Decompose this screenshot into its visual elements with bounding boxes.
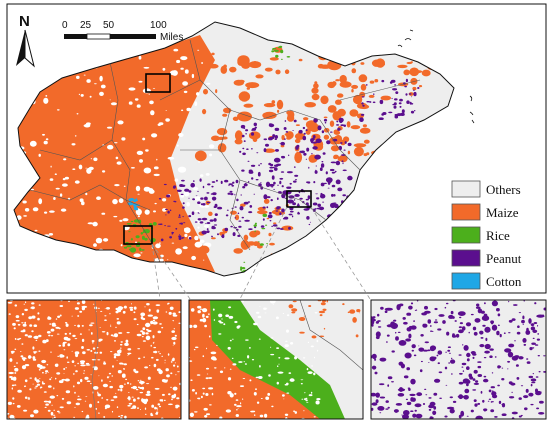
scale-seg-3 <box>110 34 156 39</box>
north-arrow: N <box>16 13 35 68</box>
study-area-land <box>13 21 455 277</box>
coastal-islands <box>397 29 475 124</box>
scale-tick-0: 0 <box>62 20 68 31</box>
inset-maize <box>6 299 182 420</box>
zoom-box-peanut <box>286 190 312 208</box>
legend-label-maize: Maize <box>486 205 519 220</box>
zoom-leader-lines <box>151 206 371 300</box>
legend-swatch-peanut <box>451 249 481 267</box>
legend-swatch-others <box>451 180 481 198</box>
scale-unit: Miles <box>160 32 183 43</box>
scale-tick-25: 25 <box>80 20 92 31</box>
north-label: N <box>19 13 30 30</box>
legend-label-cotton: Cotton <box>486 274 522 289</box>
scale-bar: 0 25 50 100 Miles <box>62 20 183 43</box>
scale-tick-50: 50 <box>103 20 115 31</box>
scale-tick-100: 100 <box>150 20 167 31</box>
zoom-box-rice <box>123 225 153 245</box>
legend: Others Maize Rice Peanut Cotton <box>451 180 522 290</box>
legend-label-rice: Rice <box>486 228 510 243</box>
inset-rice <box>188 299 364 420</box>
legend-swatch-rice <box>451 226 481 244</box>
north-arrow-icon <box>16 29 35 68</box>
legend-label-peanut: Peanut <box>486 251 522 266</box>
scale-seg-1 <box>64 34 87 39</box>
legend-swatch-cotton <box>451 272 481 290</box>
zoom-box-maize <box>145 73 171 93</box>
admin-boundaries <box>29 39 421 263</box>
inset-peanut <box>370 299 547 420</box>
legend-swatch-maize <box>451 203 481 221</box>
scale-seg-2 <box>86 33 111 40</box>
legend-label-others: Others <box>486 182 521 197</box>
